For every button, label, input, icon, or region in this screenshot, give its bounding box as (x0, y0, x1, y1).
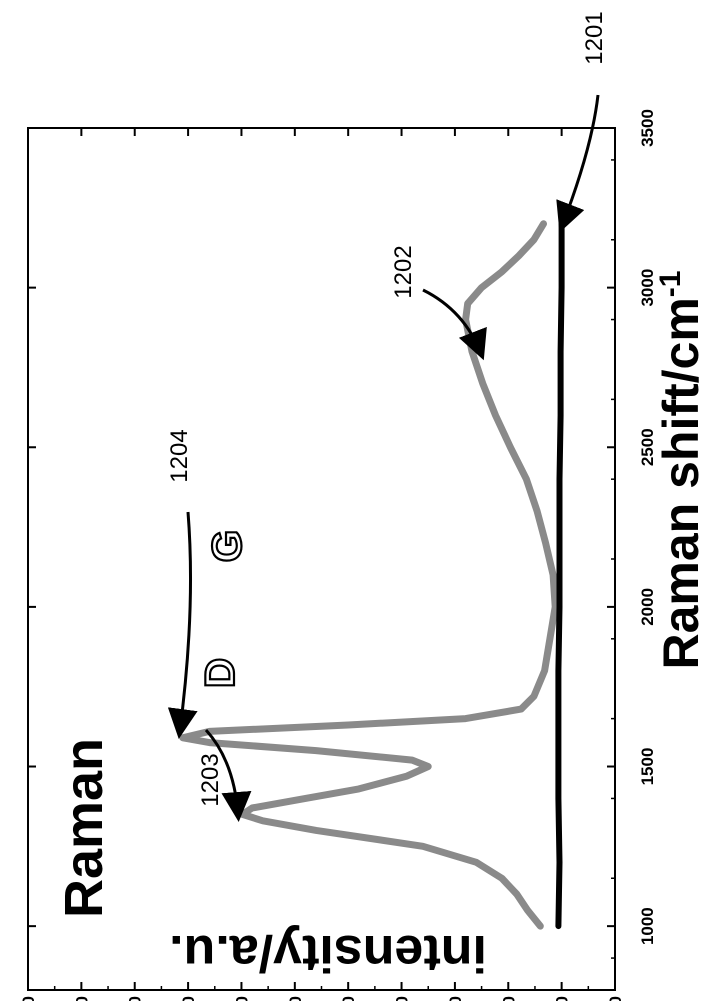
plot-frame (28, 128, 615, 990)
series-1201-point-10 (559, 285, 563, 289)
series-1202-point-31 (493, 413, 497, 417)
y-tick-label-8: 3500 (179, 996, 198, 1001)
series-1202-point-0 (538, 924, 542, 928)
y-tick-label-9: 4000 (126, 996, 145, 1001)
series-1202-point-2 (515, 892, 519, 896)
y-tick-label-11: 5000 (19, 996, 38, 1001)
x-tick-label-1: 1500 (638, 748, 657, 786)
series-1202-point-3 (500, 876, 504, 880)
series-1202-point-19 (346, 723, 350, 727)
series-1202-point-13 (426, 764, 430, 768)
annotation-1202: 1202 (390, 245, 417, 298)
x-axis-title-main: Raman shift/cm (653, 297, 709, 669)
series-1202-point-20 (463, 716, 467, 720)
series-1202-point-27 (543, 541, 547, 545)
series-1202-point-40 (541, 222, 545, 226)
y-tick-label-6: 2500 (286, 996, 305, 1001)
series-1202-point-35 (466, 301, 470, 305)
series-1202-point-1 (525, 908, 529, 912)
peak-label-g: G (203, 530, 250, 563)
series-1202-point-8 (240, 812, 244, 816)
peak-label-d: D (196, 658, 243, 688)
series-1202-point-5 (421, 844, 425, 848)
series-1202-point-37 (500, 270, 504, 274)
series-1202-point-11 (357, 787, 361, 791)
series-1201-point-8 (558, 413, 562, 417)
series-1202-point-38 (517, 254, 521, 258)
series-1202-point-32 (481, 381, 485, 385)
y-tick-label-1: 0 (553, 996, 572, 1001)
x-tick-label-3: 2500 (638, 428, 657, 466)
chart-title: Raman (54, 738, 114, 918)
series-1202-point-14 (410, 758, 414, 762)
y-tick-label-0: -500 (606, 996, 625, 1001)
series-1201-line (558, 224, 561, 926)
y-axis-title: intensity/a.u. (169, 924, 487, 982)
series-1202-point-36 (479, 285, 483, 289)
y-tick-label-4: 1500 (393, 996, 412, 1001)
series-1202-point-15 (314, 748, 318, 752)
annotation-1203: 1203 (197, 753, 224, 806)
series-1202-point-10 (303, 796, 307, 800)
series-1201-point-7 (557, 477, 561, 481)
series-1202-point-7 (261, 819, 265, 823)
series-1201-point-5 (557, 605, 561, 609)
annotation-arrow-1201 (562, 95, 598, 227)
series-1202-point-6 (314, 828, 318, 832)
y-tick-label-7: 3000 (232, 996, 251, 1001)
series-1201-point-3 (556, 732, 560, 736)
series-1202-point-39 (532, 238, 536, 242)
y-tick-label-3: 1000 (446, 996, 465, 1001)
x-tick-label-2: 2000 (638, 588, 657, 626)
x-tick-label-4: 3000 (638, 269, 657, 307)
series-1202-point-29 (524, 477, 528, 481)
series-1201-point-2 (556, 796, 560, 800)
series-1201-point-6 (557, 541, 561, 545)
series-1202-point-30 (508, 445, 512, 449)
x-axis-title-superscript: -1 (654, 270, 687, 297)
x-tick-label-0: 1000 (638, 907, 657, 945)
series-1202-point-26 (551, 573, 555, 577)
annotation-1204: 1204 (166, 429, 193, 482)
x-axis-title: Raman shift/cm-1 (653, 270, 709, 669)
series-1202-point-33 (470, 349, 474, 353)
series-1202-point-21 (519, 707, 523, 711)
series-1202-line (183, 224, 555, 926)
series-1202-point-28 (535, 509, 539, 513)
series-1202-point-22 (532, 694, 536, 698)
y-tick-label-5: 2000 (339, 996, 358, 1001)
series-1201-point-4 (556, 669, 560, 673)
series-1202-point-23 (542, 669, 546, 673)
y-tick-label-10: 4500 (72, 996, 91, 1001)
series-1201-point-0 (556, 924, 560, 928)
series-1202-point-24 (548, 637, 552, 641)
y-tick-label-2: 500 (499, 996, 518, 1001)
series-1202-point-12 (405, 774, 409, 778)
annotation-arrow-1204 (180, 512, 191, 733)
series-1202-point-17 (181, 736, 185, 740)
series-1201-point-9 (558, 349, 562, 353)
series-1202-point-4 (474, 860, 478, 864)
x-tick-label-5: 3500 (638, 109, 657, 147)
series-1202-point-9 (250, 806, 254, 810)
annotation-1201: 1201 (581, 11, 608, 64)
series-1201-point-1 (557, 860, 561, 864)
series-1202-point-16 (207, 740, 211, 744)
